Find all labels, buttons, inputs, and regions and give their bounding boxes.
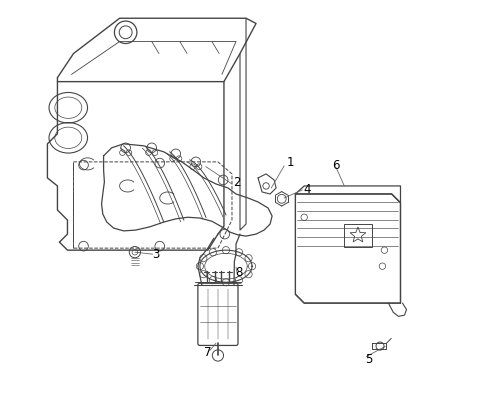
Text: 4: 4	[304, 183, 311, 196]
Text: 8: 8	[235, 266, 242, 279]
Bar	[344, 224, 372, 247]
Text: 7: 7	[204, 346, 212, 359]
Text: 3: 3	[152, 248, 159, 261]
Text: 6: 6	[333, 160, 340, 173]
Text: 5: 5	[365, 353, 372, 366]
Text: 1: 1	[287, 156, 294, 169]
Text: 2: 2	[233, 176, 240, 189]
